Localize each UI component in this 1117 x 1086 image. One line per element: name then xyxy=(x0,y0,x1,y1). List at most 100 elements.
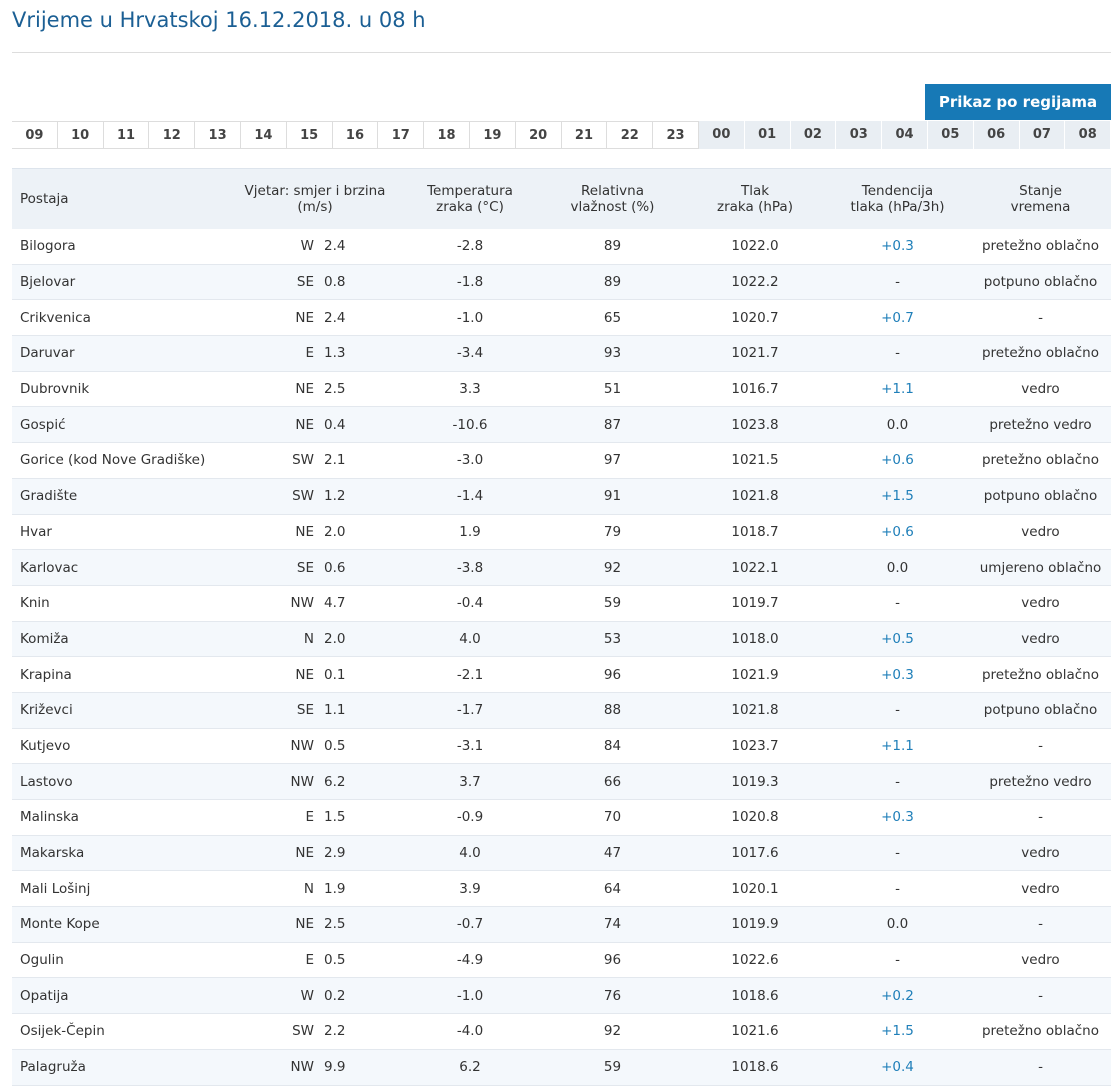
wind-direction: E xyxy=(305,952,314,969)
hour-tab[interactable]: 19 xyxy=(469,121,516,149)
temperature: -3.4 xyxy=(400,335,540,372)
weather-state: vedro xyxy=(970,621,1111,658)
pressure-tendency: +0.6 xyxy=(825,514,970,551)
wind-speed: 2.2 xyxy=(324,1023,346,1040)
pressure: 1023.8 xyxy=(685,406,825,444)
hour-tab[interactable]: 02 xyxy=(790,121,837,149)
table-row: Gorice (kod Nove Gradiške) SW 2.1 -3.0 97 102… xyxy=(12,442,1111,479)
hour-tab[interactable]: 01 xyxy=(744,121,791,149)
temperature: 3.7 xyxy=(400,763,540,800)
hour-tab[interactable]: 04 xyxy=(882,121,928,149)
weather-state: vedro xyxy=(970,870,1111,908)
wind-speed: 1.9 xyxy=(324,880,346,897)
hour-tab[interactable]: 12 xyxy=(149,121,196,149)
hour-tab[interactable]: 17 xyxy=(378,121,425,149)
station: Knin xyxy=(12,585,230,622)
hour-tab[interactable]: 11 xyxy=(103,121,150,149)
pressure-tendency: - xyxy=(825,763,970,800)
wind: N 1.9 xyxy=(230,870,400,908)
weather-state: pretežno vedro xyxy=(970,763,1111,800)
hour-tab[interactable]: 03 xyxy=(836,121,883,149)
temperature: -1.0 xyxy=(400,977,540,1015)
temperature: -1.7 xyxy=(400,692,540,729)
pressure-tendency: - xyxy=(825,835,970,872)
pressure: 1021.8 xyxy=(685,478,825,515)
table-row: Komiža N 2.0 4.0 53 1018.0 +0.5 vedro xyxy=(12,621,1111,658)
wind-direction: NE xyxy=(295,845,314,862)
hour-tab[interactable]: 05 xyxy=(927,121,974,149)
temperature: -4.9 xyxy=(400,942,540,979)
column-header: Stanje vremena xyxy=(970,168,1111,229)
weather-state: vedro xyxy=(970,835,1111,872)
station: Mali Lošinj xyxy=(12,870,230,908)
pressure: 1021.7 xyxy=(685,335,825,372)
pressure: 1022.0 xyxy=(685,229,825,265)
wind-speed: 1.5 xyxy=(324,809,346,826)
table-row: Knin NW 4.7 -0.4 59 1019.7- vedro xyxy=(12,585,1111,622)
pressure-tendency: +0.3 xyxy=(825,229,970,265)
station: Makarska xyxy=(12,835,230,872)
humidity: 59 xyxy=(540,585,685,622)
region-button[interactable]: Prikaz po regijama xyxy=(925,84,1111,120)
pressure: 1022.1 xyxy=(685,549,825,586)
hour-tab[interactable]: 06 xyxy=(973,121,1020,149)
wind-speed: 0.1 xyxy=(324,666,346,683)
hour-tab[interactable]: 16 xyxy=(332,121,379,149)
pressure: 1020.8 xyxy=(685,799,825,836)
wind-direction: NE xyxy=(295,309,314,326)
humidity: 65 xyxy=(540,299,685,337)
hour-tab[interactable]: 23 xyxy=(653,121,699,149)
hour-tab[interactable]: 20 xyxy=(515,121,562,149)
hour-tab[interactable]: 15 xyxy=(286,121,333,149)
hour-tab[interactable]: 08 xyxy=(1065,121,1112,149)
table-row: Malinska E 1.5 -0.9 70 1020.8 +0.3- xyxy=(12,799,1111,836)
table-row: Palagruža NW 9.9 6.2 59 1018.6 +0.4- xyxy=(12,1049,1111,1086)
table-row: Bilogora W 2.4 -2.8 89 1022.0 +0.3 pretežno obl… xyxy=(12,229,1111,265)
humidity: 47 xyxy=(540,835,685,872)
table-row: Daruvar E 1.3 -3.4 93 1021.7- pretežno oblačno xyxy=(12,335,1111,372)
wind: NE 0.4 xyxy=(230,406,400,444)
pressure-tendency: - xyxy=(825,870,970,908)
station: Malinska xyxy=(12,799,230,836)
wind: SW 1.2 xyxy=(230,478,400,515)
temperature: -0.4 xyxy=(400,585,540,622)
humidity: 88 xyxy=(540,692,685,729)
hour-tab[interactable]: 14 xyxy=(240,121,287,149)
wind-speed: 2.0 xyxy=(324,630,346,647)
hour-tab[interactable]: 00 xyxy=(698,121,745,149)
wind-speed: 2.0 xyxy=(324,523,346,540)
wind-direction: NE xyxy=(295,916,314,933)
wind: W 2.4 xyxy=(230,229,400,265)
humidity: 89 xyxy=(540,264,685,301)
weather-state: vedro xyxy=(970,942,1111,979)
wind-direction: SW xyxy=(292,488,314,505)
hour-tab[interactable]: 21 xyxy=(561,121,608,149)
pressure: 1019.3 xyxy=(685,763,825,800)
weather-state: vedro xyxy=(970,585,1111,622)
humidity: 96 xyxy=(540,656,685,693)
pressure: 1022.6 xyxy=(685,942,825,979)
temperature: 3.9 xyxy=(400,870,540,908)
wind-speed: 9.9 xyxy=(324,1059,346,1076)
hour-tab[interactable]: 22 xyxy=(607,121,654,149)
pressure: 1018.0 xyxy=(685,621,825,658)
hour-tab[interactable]: 13 xyxy=(195,121,241,149)
wind-direction: NE xyxy=(295,523,314,540)
hour-tab[interactable]: 09 xyxy=(12,121,58,149)
pressure: 1017.6 xyxy=(685,835,825,872)
station: Ogulin xyxy=(12,942,230,979)
pressure: 1018.7 xyxy=(685,514,825,551)
pressure-tendency: 0.0 xyxy=(825,406,970,444)
weather-state: potpuno oblačno xyxy=(970,692,1111,729)
wind-direction: SE xyxy=(296,559,314,576)
table-row: Mali Lošinj N 1.9 3.9 64 1020.1- vedro xyxy=(12,870,1111,908)
station: Komiža xyxy=(12,621,230,658)
hour-tab[interactable]: 18 xyxy=(424,121,470,149)
hour-tab[interactable]: 07 xyxy=(1019,121,1066,149)
hour-tab[interactable]: 10 xyxy=(57,121,104,149)
pressure: 1021.8 xyxy=(685,692,825,729)
station: Križevci xyxy=(12,692,230,729)
temperature: 3.3 xyxy=(400,371,540,408)
table-row: Crikvenica NE 2.4 -1.0 65 1020.7 +0.7- xyxy=(12,299,1111,337)
